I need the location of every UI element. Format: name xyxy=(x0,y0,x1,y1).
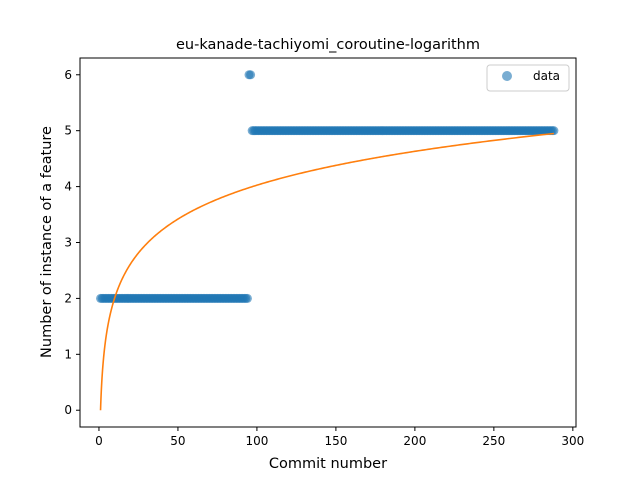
y-tick-label: 2 xyxy=(64,291,72,305)
x-tick-label: 200 xyxy=(403,434,426,448)
fit-line xyxy=(99,132,554,411)
x-tick-label: 0 xyxy=(95,434,103,448)
y-axis: 0 1 2 3 4 5 6 xyxy=(64,68,80,417)
x-axis-label: Commit number xyxy=(269,456,387,472)
y-tick-label: 5 xyxy=(64,124,72,138)
data-point xyxy=(246,70,256,80)
x-tick-label: 100 xyxy=(245,434,268,448)
data-point xyxy=(242,293,252,303)
y-tick-label: 4 xyxy=(64,180,72,194)
legend-label-data: data xyxy=(533,69,560,83)
y-tick-label: 0 xyxy=(64,403,72,417)
data-point xyxy=(549,126,559,136)
y-tick-label: 6 xyxy=(64,68,72,82)
y-axis-label: Number of instance of a feature xyxy=(39,126,55,358)
x-tick-label: 150 xyxy=(324,434,347,448)
x-tick-label: 50 xyxy=(170,434,185,448)
legend-marker-data xyxy=(502,71,512,81)
y-tick-label: 3 xyxy=(64,236,72,250)
x-tick-label: 250 xyxy=(482,434,505,448)
plot-area xyxy=(96,70,559,411)
x-tick-label: 300 xyxy=(561,434,584,448)
x-axis: 0 50 100 150 200 250 300 xyxy=(95,427,584,448)
y-tick-label: 1 xyxy=(64,347,72,361)
legend: data xyxy=(486,64,570,92)
chart-title: eu-kanade-tachiyomi_coroutine-logarithm xyxy=(176,37,480,53)
